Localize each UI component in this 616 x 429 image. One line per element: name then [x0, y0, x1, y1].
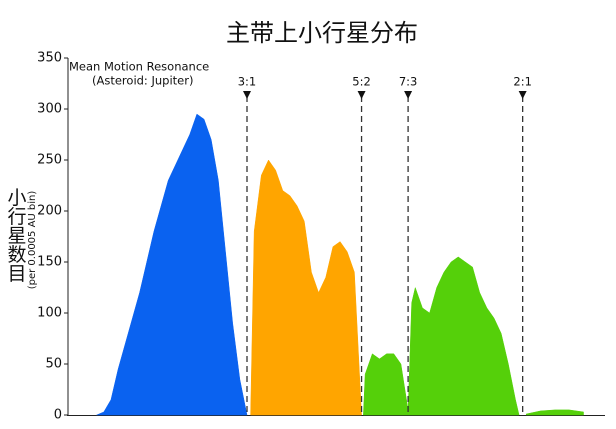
- annotation: (Asteroid: Jupiter): [92, 74, 193, 88]
- y-tick-label: 300: [37, 102, 62, 117]
- resonance-marker: [357, 91, 366, 99]
- y-tick-label: 350: [37, 51, 62, 66]
- annotation: Mean Motion Resonance: [69, 60, 209, 74]
- area: [363, 256, 584, 416]
- resonance-marker: [243, 91, 251, 99]
- y-tick-label: 250: [37, 153, 62, 168]
- resonance-label: 5:2: [352, 75, 371, 89]
- resonance-label: 2:1: [513, 75, 532, 89]
- resonance-label: 7:3: [399, 75, 418, 89]
- area: [250, 159, 362, 416]
- y-tick-label: 0: [54, 408, 62, 423]
- chart-title: 主带上小行星分布: [226, 19, 418, 47]
- resonance-label: 3:1: [238, 75, 257, 89]
- y-tick-label: 50: [45, 357, 62, 372]
- area: [96, 113, 248, 416]
- y-tick-label: 150: [37, 255, 62, 270]
- y-axis-sublabel: (per 0.0005 AU bin): [27, 191, 38, 290]
- y-tick-label: 200: [37, 204, 62, 219]
- resonance-marker: [518, 91, 527, 99]
- resonance-marker: [404, 91, 413, 99]
- y-axis-label: 小行星数目: [5, 187, 27, 282]
- y-tick-label: 100: [37, 306, 62, 321]
